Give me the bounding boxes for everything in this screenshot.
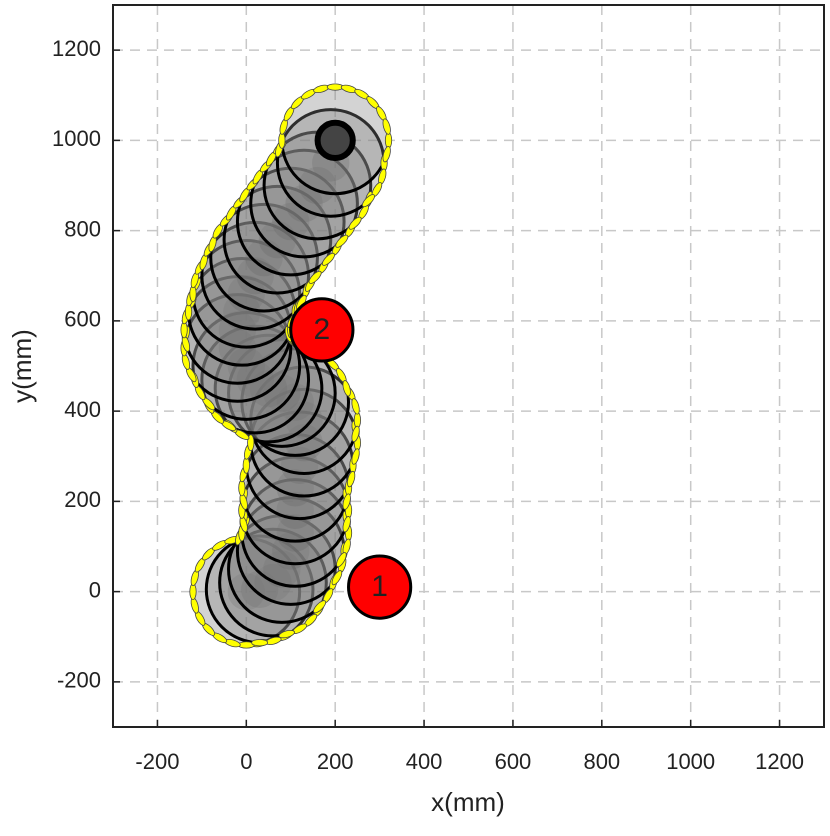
contact-marker (313, 600, 327, 614)
x-tick-label: 400 (406, 749, 443, 774)
y-tick-label: -200 (57, 668, 101, 693)
x-tick-label: 600 (495, 749, 532, 774)
contact-marker (382, 118, 391, 135)
contact-marker (278, 629, 295, 639)
robot-center (298, 166, 337, 205)
robot-center (236, 257, 274, 295)
contact-marker (335, 234, 349, 248)
contact-marker (189, 285, 197, 303)
contact-marker (342, 380, 351, 397)
obstacle-label: 2 (314, 313, 331, 346)
contact-marker (189, 583, 197, 601)
robot-hub (314, 119, 356, 161)
contact-marker (238, 479, 246, 497)
contact-marker (347, 470, 356, 488)
robot-center (276, 383, 314, 421)
y-tick-label: 0 (89, 577, 101, 602)
x-tick-label: 0 (240, 749, 252, 774)
robot-center (276, 514, 314, 552)
contact-marker (348, 216, 362, 230)
contact-marker (384, 131, 393, 149)
contact-marker (351, 425, 360, 443)
plot-frame (112, 4, 825, 728)
x-tick-label: 800 (583, 749, 620, 774)
contact-marker (382, 146, 391, 163)
robot-center (285, 401, 323, 439)
contact-marker (326, 83, 344, 91)
y-tick-label: 800 (64, 216, 101, 241)
robot-center (227, 572, 265, 611)
contact-marker (184, 303, 193, 321)
x-tick-label: 1200 (755, 749, 804, 774)
contact-marker (278, 131, 286, 149)
obstacle (347, 554, 413, 620)
x-tick-label: 200 (317, 749, 354, 774)
contact-marker (342, 493, 351, 510)
contact-marker (308, 270, 322, 284)
obstacle (289, 297, 355, 363)
contact-marker (351, 398, 360, 415)
robot-pose (249, 148, 359, 259)
robot-center (263, 374, 301, 412)
contact-marker (353, 411, 362, 429)
contact-marker (336, 552, 347, 568)
x-tick-label: -200 (135, 749, 179, 774)
contact-marker (251, 639, 269, 647)
y-axis-label: y(mm) (7, 329, 37, 403)
robot-center (218, 329, 257, 367)
y-tick-label: 600 (64, 307, 101, 332)
contact-marker (331, 570, 343, 586)
y-tick-label: 200 (64, 487, 101, 512)
robot-center (272, 202, 310, 241)
contact-marker (242, 456, 250, 474)
y-tick-label: 1200 (52, 36, 101, 61)
x-tick-label: 1000 (666, 749, 715, 774)
y-tick-label: 400 (64, 397, 101, 422)
obstacle-label: 1 (371, 570, 388, 603)
contact-marker (321, 252, 335, 266)
contact-marker (351, 448, 360, 465)
y-tick-label: 1000 (52, 126, 101, 151)
contact-marker (180, 321, 188, 339)
contact-marker (361, 194, 375, 208)
contact-marker (342, 516, 351, 533)
x-axis-label: x(mm) (431, 787, 505, 817)
